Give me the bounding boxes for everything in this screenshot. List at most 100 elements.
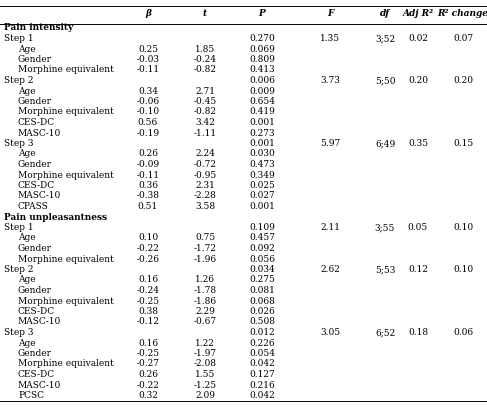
- Text: 2.29: 2.29: [195, 307, 215, 316]
- Text: 0.508: 0.508: [249, 317, 275, 327]
- Text: 0.068: 0.068: [249, 297, 275, 305]
- Text: 3.58: 3.58: [195, 202, 215, 211]
- Text: -0.26: -0.26: [136, 255, 160, 263]
- Text: 0.012: 0.012: [249, 328, 275, 337]
- Text: 1.35: 1.35: [320, 34, 340, 43]
- Text: 6;49: 6;49: [375, 139, 395, 148]
- Text: Pain intensity: Pain intensity: [4, 23, 73, 32]
- Text: -0.19: -0.19: [136, 129, 160, 138]
- Text: 0.18: 0.18: [408, 328, 428, 337]
- Text: MASC-10: MASC-10: [18, 381, 61, 389]
- Text: Gender: Gender: [18, 55, 52, 64]
- Text: 0.51: 0.51: [138, 202, 158, 211]
- Text: Step 2: Step 2: [4, 76, 34, 85]
- Text: 0.36: 0.36: [138, 181, 158, 190]
- Text: 3.42: 3.42: [195, 118, 215, 127]
- Text: -1.86: -1.86: [193, 297, 217, 305]
- Text: -0.09: -0.09: [136, 160, 160, 169]
- Text: 0.06: 0.06: [453, 328, 473, 337]
- Text: 0.092: 0.092: [249, 244, 275, 253]
- Text: 0.001: 0.001: [249, 118, 275, 127]
- Text: Step 2: Step 2: [4, 265, 34, 274]
- Text: 0.413: 0.413: [249, 65, 275, 74]
- Text: 2.62: 2.62: [320, 265, 340, 274]
- Text: Age: Age: [18, 233, 36, 243]
- Text: Age: Age: [18, 149, 36, 158]
- Text: 2.71: 2.71: [195, 87, 215, 96]
- Text: -0.24: -0.24: [136, 286, 160, 295]
- Text: Adj R²: Adj R²: [402, 8, 433, 17]
- Text: Step 3: Step 3: [4, 328, 34, 337]
- Text: -2.28: -2.28: [193, 191, 216, 201]
- Text: 0.034: 0.034: [249, 265, 275, 274]
- Text: P: P: [259, 8, 265, 17]
- Text: 3;55: 3;55: [375, 223, 395, 232]
- Text: Step 1: Step 1: [4, 34, 34, 43]
- Text: -0.25: -0.25: [136, 297, 160, 305]
- Text: 0.10: 0.10: [453, 223, 473, 232]
- Text: -0.22: -0.22: [136, 381, 159, 389]
- Text: Morphine equivalent: Morphine equivalent: [18, 65, 114, 74]
- Text: MASC-10: MASC-10: [18, 191, 61, 201]
- Text: 3.73: 3.73: [320, 76, 340, 85]
- Text: -2.08: -2.08: [193, 359, 217, 369]
- Text: 0.069: 0.069: [249, 45, 275, 54]
- Text: 5;50: 5;50: [375, 76, 395, 85]
- Text: 0.042: 0.042: [249, 391, 275, 400]
- Text: 5.97: 5.97: [320, 139, 340, 148]
- Text: -0.06: -0.06: [136, 97, 160, 106]
- Text: 0.001: 0.001: [249, 139, 275, 148]
- Text: Morphine equivalent: Morphine equivalent: [18, 107, 114, 116]
- Text: Gender: Gender: [18, 97, 52, 106]
- Text: 1.26: 1.26: [195, 275, 215, 285]
- Text: Age: Age: [18, 45, 36, 54]
- Text: -0.12: -0.12: [136, 317, 160, 327]
- Text: -0.82: -0.82: [193, 65, 217, 74]
- Text: 0.16: 0.16: [138, 339, 158, 347]
- Text: 0.25: 0.25: [138, 45, 158, 54]
- Text: 0.042: 0.042: [249, 359, 275, 369]
- Text: 0.275: 0.275: [249, 275, 275, 285]
- Text: -0.38: -0.38: [136, 191, 160, 201]
- Text: CES-DC: CES-DC: [18, 370, 55, 379]
- Text: PCSC: PCSC: [18, 391, 44, 400]
- Text: -0.45: -0.45: [193, 97, 217, 106]
- Text: -0.10: -0.10: [136, 107, 160, 116]
- Text: 0.056: 0.056: [249, 255, 275, 263]
- Text: 0.025: 0.025: [249, 181, 275, 190]
- Text: 0.009: 0.009: [249, 87, 275, 96]
- Text: 0.349: 0.349: [249, 171, 275, 179]
- Text: 0.12: 0.12: [408, 265, 428, 274]
- Text: 1.22: 1.22: [195, 339, 215, 347]
- Text: -0.03: -0.03: [136, 55, 160, 64]
- Text: 2.11: 2.11: [320, 223, 340, 232]
- Text: -0.72: -0.72: [193, 160, 217, 169]
- Text: -0.82: -0.82: [193, 107, 217, 116]
- Text: -0.67: -0.67: [193, 317, 217, 327]
- Text: 0.20: 0.20: [453, 76, 473, 85]
- Text: Pain unpleasantness: Pain unpleasantness: [4, 213, 107, 221]
- Text: 0.38: 0.38: [138, 307, 158, 316]
- Text: 0.10: 0.10: [453, 265, 473, 274]
- Text: Gender: Gender: [18, 286, 52, 295]
- Text: Step 3: Step 3: [4, 139, 34, 148]
- Text: -0.22: -0.22: [136, 244, 159, 253]
- Text: 3.05: 3.05: [320, 328, 340, 337]
- Text: 0.16: 0.16: [138, 275, 158, 285]
- Text: 0.473: 0.473: [249, 160, 275, 169]
- Text: 1.85: 1.85: [195, 45, 215, 54]
- Text: 0.32: 0.32: [138, 391, 158, 400]
- Text: Step 1: Step 1: [4, 223, 34, 232]
- Text: 0.56: 0.56: [138, 118, 158, 127]
- Text: -0.25: -0.25: [136, 349, 160, 358]
- Text: 0.030: 0.030: [249, 149, 275, 158]
- Text: 0.457: 0.457: [249, 233, 275, 243]
- Text: 0.270: 0.270: [249, 34, 275, 43]
- Text: 0.26: 0.26: [138, 370, 158, 379]
- Text: 0.10: 0.10: [138, 233, 158, 243]
- Text: 2.31: 2.31: [195, 181, 215, 190]
- Text: 0.273: 0.273: [249, 129, 275, 138]
- Text: Morphine equivalent: Morphine equivalent: [18, 255, 114, 263]
- Text: -0.11: -0.11: [136, 171, 160, 179]
- Text: 0.809: 0.809: [249, 55, 275, 64]
